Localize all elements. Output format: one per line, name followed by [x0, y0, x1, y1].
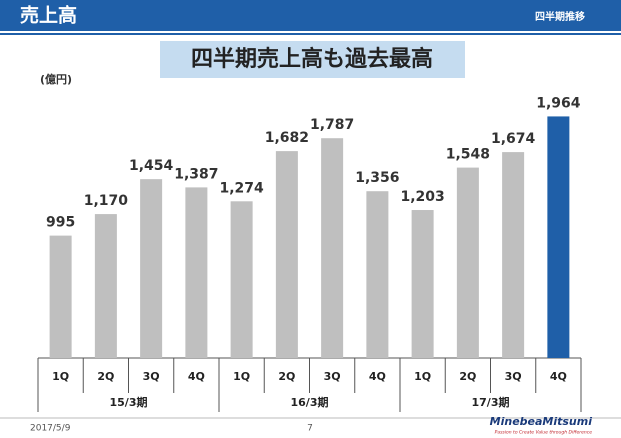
page-number: 7 [307, 424, 313, 434]
header-bar [0, 0, 621, 31]
bar [140, 179, 163, 358]
bar [502, 152, 525, 358]
data-label: 1,387 [174, 166, 218, 182]
x-tick-label: 2Q [459, 370, 476, 383]
bar [230, 201, 253, 358]
bar [411, 210, 434, 358]
bar [275, 151, 298, 358]
header-rule [0, 33, 621, 35]
bar [547, 116, 570, 358]
data-label: 995 [46, 215, 75, 231]
data-label: 1,203 [400, 189, 444, 205]
slide-subtitle: 四半期推移 [535, 10, 585, 23]
x-tick-label: 3Q [505, 370, 522, 383]
data-label: 1,274 [219, 180, 264, 196]
x-tick-label: 3Q [143, 370, 160, 383]
slide-title: 売上高 [20, 4, 77, 27]
bar [94, 214, 117, 358]
data-label: 1,170 [84, 193, 129, 209]
bar [456, 167, 479, 358]
x-tick-label: 4Q [369, 370, 386, 383]
group-label: 15/3期 [110, 395, 148, 409]
bar [321, 138, 344, 358]
x-tick-label: 3Q [324, 370, 341, 383]
data-label: 1,674 [491, 131, 536, 147]
bar [185, 187, 208, 358]
x-tick-label: 2Q [278, 370, 295, 383]
data-label: 1,682 [265, 130, 309, 146]
data-label: 1,454 [129, 158, 174, 174]
bar [49, 235, 72, 358]
headline-box [160, 41, 465, 78]
logo-tagline: Passion to Create Value through Differen… [495, 430, 593, 436]
data-label: 1,356 [355, 170, 399, 186]
x-tick-label: 1Q [233, 370, 250, 383]
x-tick-label: 1Q [52, 370, 69, 383]
chart-title: 四半期売上高も過去最高 [191, 46, 433, 72]
group-label: 17/3期 [472, 395, 510, 409]
x-tick-label: 4Q [550, 370, 567, 383]
x-tick-label: 2Q [97, 370, 114, 383]
x-tick-label: 1Q [414, 370, 431, 383]
x-tick-label: 4Q [188, 370, 205, 383]
data-label: 1,548 [446, 147, 490, 163]
group-label: 16/3期 [291, 395, 329, 409]
footer-date: 2017/5/9 [30, 424, 71, 434]
unit-label: (億円) [40, 72, 72, 86]
data-label: 1,787 [310, 117, 354, 133]
bar [366, 191, 389, 358]
logo: MinebeaMitsumi [490, 415, 593, 428]
data-label: 1,964 [536, 95, 581, 111]
